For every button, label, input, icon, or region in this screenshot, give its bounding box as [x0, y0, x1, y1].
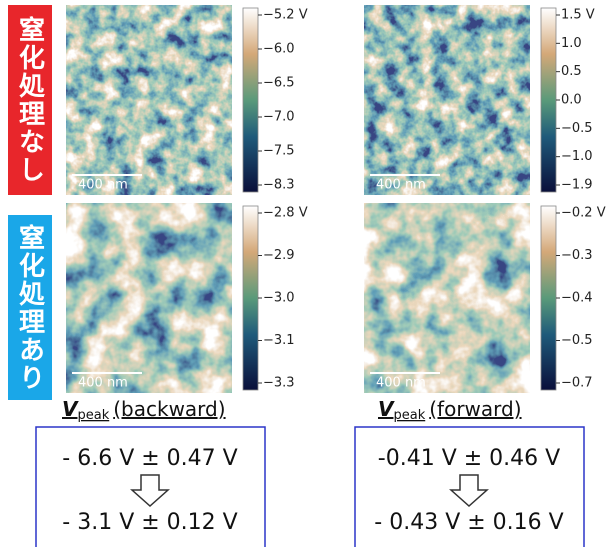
scale-bar-label: 400 nm: [376, 376, 426, 391]
colorbar-label: −1.9: [561, 178, 593, 193]
caption-part: (forward): [429, 397, 521, 421]
colorbar-label: −7.0: [263, 110, 295, 125]
colorbar-label: −2.8 V: [263, 206, 308, 221]
colorbar-label: −1.0: [561, 149, 593, 164]
colorbar: [242, 7, 259, 193]
colorbar-label: −3.1: [263, 333, 295, 348]
colorbar: [540, 7, 557, 193]
value-after: - 0.43 V ± 0.16 V: [374, 510, 563, 535]
colorbar-label: −7.5: [263, 144, 295, 159]
caption-part: peak: [393, 408, 425, 423]
colorbar-label: −3.0: [263, 291, 295, 306]
colorbar-label: −0.2 V: [561, 206, 606, 221]
value-before: -0.41 V ± 0.46 V: [378, 446, 560, 471]
colorbar-label: 1.0: [561, 36, 582, 51]
colorbar: [540, 205, 557, 391]
colorbar-label: −5.2 V: [263, 8, 308, 23]
afm-image: [66, 203, 232, 393]
colorbar: [242, 205, 259, 391]
colorbar-label: −0.5: [561, 333, 593, 348]
caption-part: V: [62, 397, 79, 421]
result-box: [354, 426, 585, 547]
column-caption: Vpeak (forward): [378, 397, 522, 423]
row-label: 窒化処理あり: [8, 215, 52, 400]
arrow: [130, 474, 170, 508]
colorbar-label: −0.4: [561, 291, 593, 306]
scale-bar-label: 400 nm: [376, 178, 426, 193]
arrow: [449, 474, 489, 508]
afm-image: [364, 5, 530, 195]
colorbar-label: −0.3: [561, 248, 593, 263]
colorbar-label: 0.5: [561, 64, 582, 79]
caption-part: V: [378, 397, 395, 421]
scale-bar-label: 400 nm: [78, 376, 128, 391]
colorbar-label: −3.3: [263, 376, 295, 391]
colorbar-label: −6.5: [263, 76, 295, 91]
caption-part: peak: [77, 408, 109, 423]
afm-image: [364, 203, 530, 393]
column-caption: Vpeak (backward): [62, 397, 226, 423]
colorbar-label: −8.3: [263, 178, 295, 193]
result-box: [35, 426, 266, 547]
afm-image: [66, 5, 232, 195]
colorbar-label: −0.7: [561, 376, 593, 391]
caption-part: (backward): [113, 397, 225, 421]
row-label: 窒化処理なし: [8, 5, 52, 195]
value-before: - 6.6 V ± 0.47 V: [62, 446, 237, 471]
colorbar-label: −2.9: [263, 248, 295, 263]
colorbar-label: −6.0: [263, 42, 295, 57]
scale-bar-label: 400 nm: [78, 178, 128, 193]
value-after: - 3.1 V ± 0.12 V: [62, 510, 237, 535]
colorbar-label: 0.0: [561, 93, 582, 108]
colorbar-label: 1.5 V: [561, 8, 595, 23]
colorbar-label: −0.5: [561, 121, 593, 136]
